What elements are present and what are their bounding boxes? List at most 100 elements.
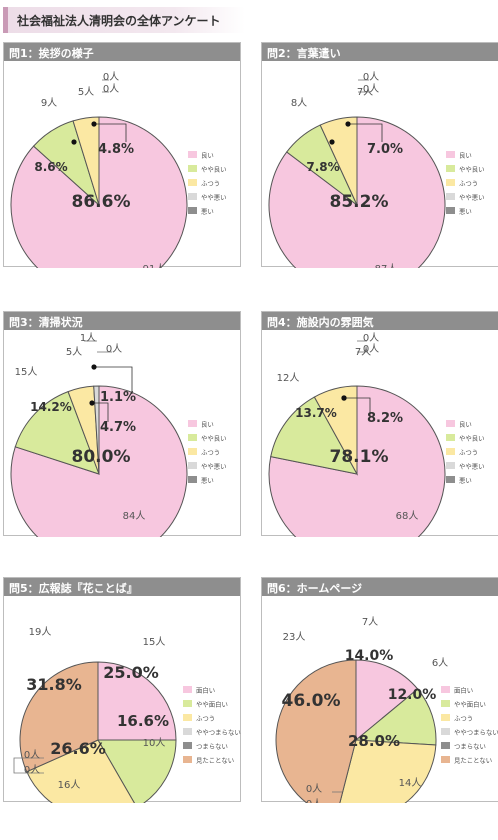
percent-label: 25.0% [103,663,159,682]
pie-chart: 7人 6人 14人 0人 0人 23人 14.0% 12.0% 28.0% 46.0% 面白いやや面… [275,616,498,803]
legend-label: ややつまらない [196,729,241,737]
legend-swatch [446,179,455,186]
panel-title-bar: 問3：清掃状況 [4,312,240,330]
legend-label: やや悪い [201,463,227,471]
legend-label: 見たことない [196,757,234,765]
panel-title-bar: 問2：言葉遣い [262,43,498,61]
legend-label: 悪い [459,477,472,485]
legend-swatch [441,700,450,707]
count-label: 7人 [357,86,373,98]
pie-slice-3 [319,116,358,206]
pie-slice-2 [354,688,437,746]
legend-swatch [446,165,455,172]
legend-swatch [446,476,455,483]
legend-label: やや悪い [459,463,485,471]
percent-label: 4.7% [100,420,136,435]
count-label: 5人 [78,86,94,98]
legend-label: やや良い [459,165,485,174]
percent-label: 86.6% [72,192,131,212]
leader-dot [329,139,335,145]
count-label: 68人 [396,510,419,522]
count-label: 7人 [362,616,378,628]
pie-panel-5: 問5：広報誌『花ことば』 15人 10人 16人 0人 0人 19人 25.0% 16.6% 26… [3,577,241,803]
legend-label: 面白い [196,686,215,695]
legend-swatch [446,462,455,469]
legend-swatch [183,756,192,763]
legend-swatch [441,714,450,721]
legend-swatch [188,179,197,186]
count-label: 0人 [306,783,322,795]
panel-title-bar: 問4：施設内の雰囲気 [262,312,498,330]
legend-label: 悪い [201,208,214,216]
count-label: 0人 [306,798,322,803]
legend-label: ふつう [454,715,473,723]
count-label: 9人 [41,97,57,109]
legend-swatch [441,756,450,763]
pie-slice-2 [270,396,358,475]
legend-label: 良い [201,420,214,429]
legend-swatch [446,193,455,200]
leader-line [344,397,371,417]
pie-panel-4: 問4：施設内の雰囲気 68人 12人 7人 0人 0人 78.1% 13.7% 8.2% 良い やや… [261,311,498,537]
count-label: 15人 [143,636,166,648]
legend-swatch [188,462,197,469]
percent-label: 26.6% [50,739,106,758]
panel-title: 問2：言葉遣い [267,47,341,60]
pie-slice-2 [14,390,100,475]
legend-swatch [188,151,197,158]
legend-swatch [188,448,197,455]
percent-label: 13.7% [295,406,337,420]
pie-slice-3 [339,739,437,803]
count-label: 0人 [103,83,119,95]
legend-label: 良い [459,151,472,160]
panel-title: 問1：挨拶の様子 [9,47,94,60]
legend-swatch [446,434,455,441]
legend-swatch [188,476,197,483]
panel-title: 問5：広報誌『花ことば』 [9,582,138,595]
legend-label: つまらない [196,743,228,751]
legend-label: 面白い [454,686,473,695]
percent-label: 1.1% [100,390,136,405]
leader-line [348,123,383,142]
legend-label: つまらない [454,743,486,751]
percent-label: 14.2% [30,400,72,414]
leader-line [94,123,127,142]
panel-title: 問6：ホームページ [267,582,363,595]
count-label: 0人 [363,332,379,344]
pie-slice-2 [97,739,177,803]
pie-slice-4 [93,385,100,475]
legend-label: ややつまらない [454,729,498,737]
pie-chart: 84人 15人 5人 1人 0人 80.0% 14.2% 4.7% 1.1% 良いやや良いふつうや… [10,332,227,537]
legend-label: ふつう [201,449,220,457]
pie-slice-3 [313,385,358,476]
legend-swatch [188,207,197,214]
legend-label: 良い [201,151,214,160]
legend-swatch [188,193,197,200]
pie-slice-6 [275,659,357,803]
pie-panel-3: 問3：清掃状況 84人 15人 5人 1人 0人 80.0% 14.2% 4.7% 1.1% 良いや… [3,311,241,537]
legend-label: 悪い [201,477,214,485]
percent-label: 85.2% [330,192,389,212]
pie-slice-6 [19,661,99,773]
legend-label: ふつう [196,715,215,723]
panel-title: 問3：清掃状況 [9,316,83,329]
percent-label: 7.0% [367,142,403,157]
legend-label: やや面白い [454,700,486,709]
legend-swatch [183,700,192,707]
legend-swatch [188,165,197,172]
pie-panel-6: 問6：ホームページ 7人 6人 14人 0人 0人 23人 14.0% 12.0% 28.0% 46… [261,577,498,803]
count-label: 0人 [24,764,40,776]
count-label: 16人 [58,779,81,791]
leader-dot [71,139,77,145]
percent-label: 4.8% [98,142,134,157]
legend-swatch [441,728,450,735]
leader-line [94,366,133,394]
count-label: 10人 [143,737,166,749]
page-header: 社会福祉法人清明会の全体アンケート [3,7,245,33]
legend-label: やや悪い [201,194,227,202]
percent-label: 80.0% [72,447,131,467]
